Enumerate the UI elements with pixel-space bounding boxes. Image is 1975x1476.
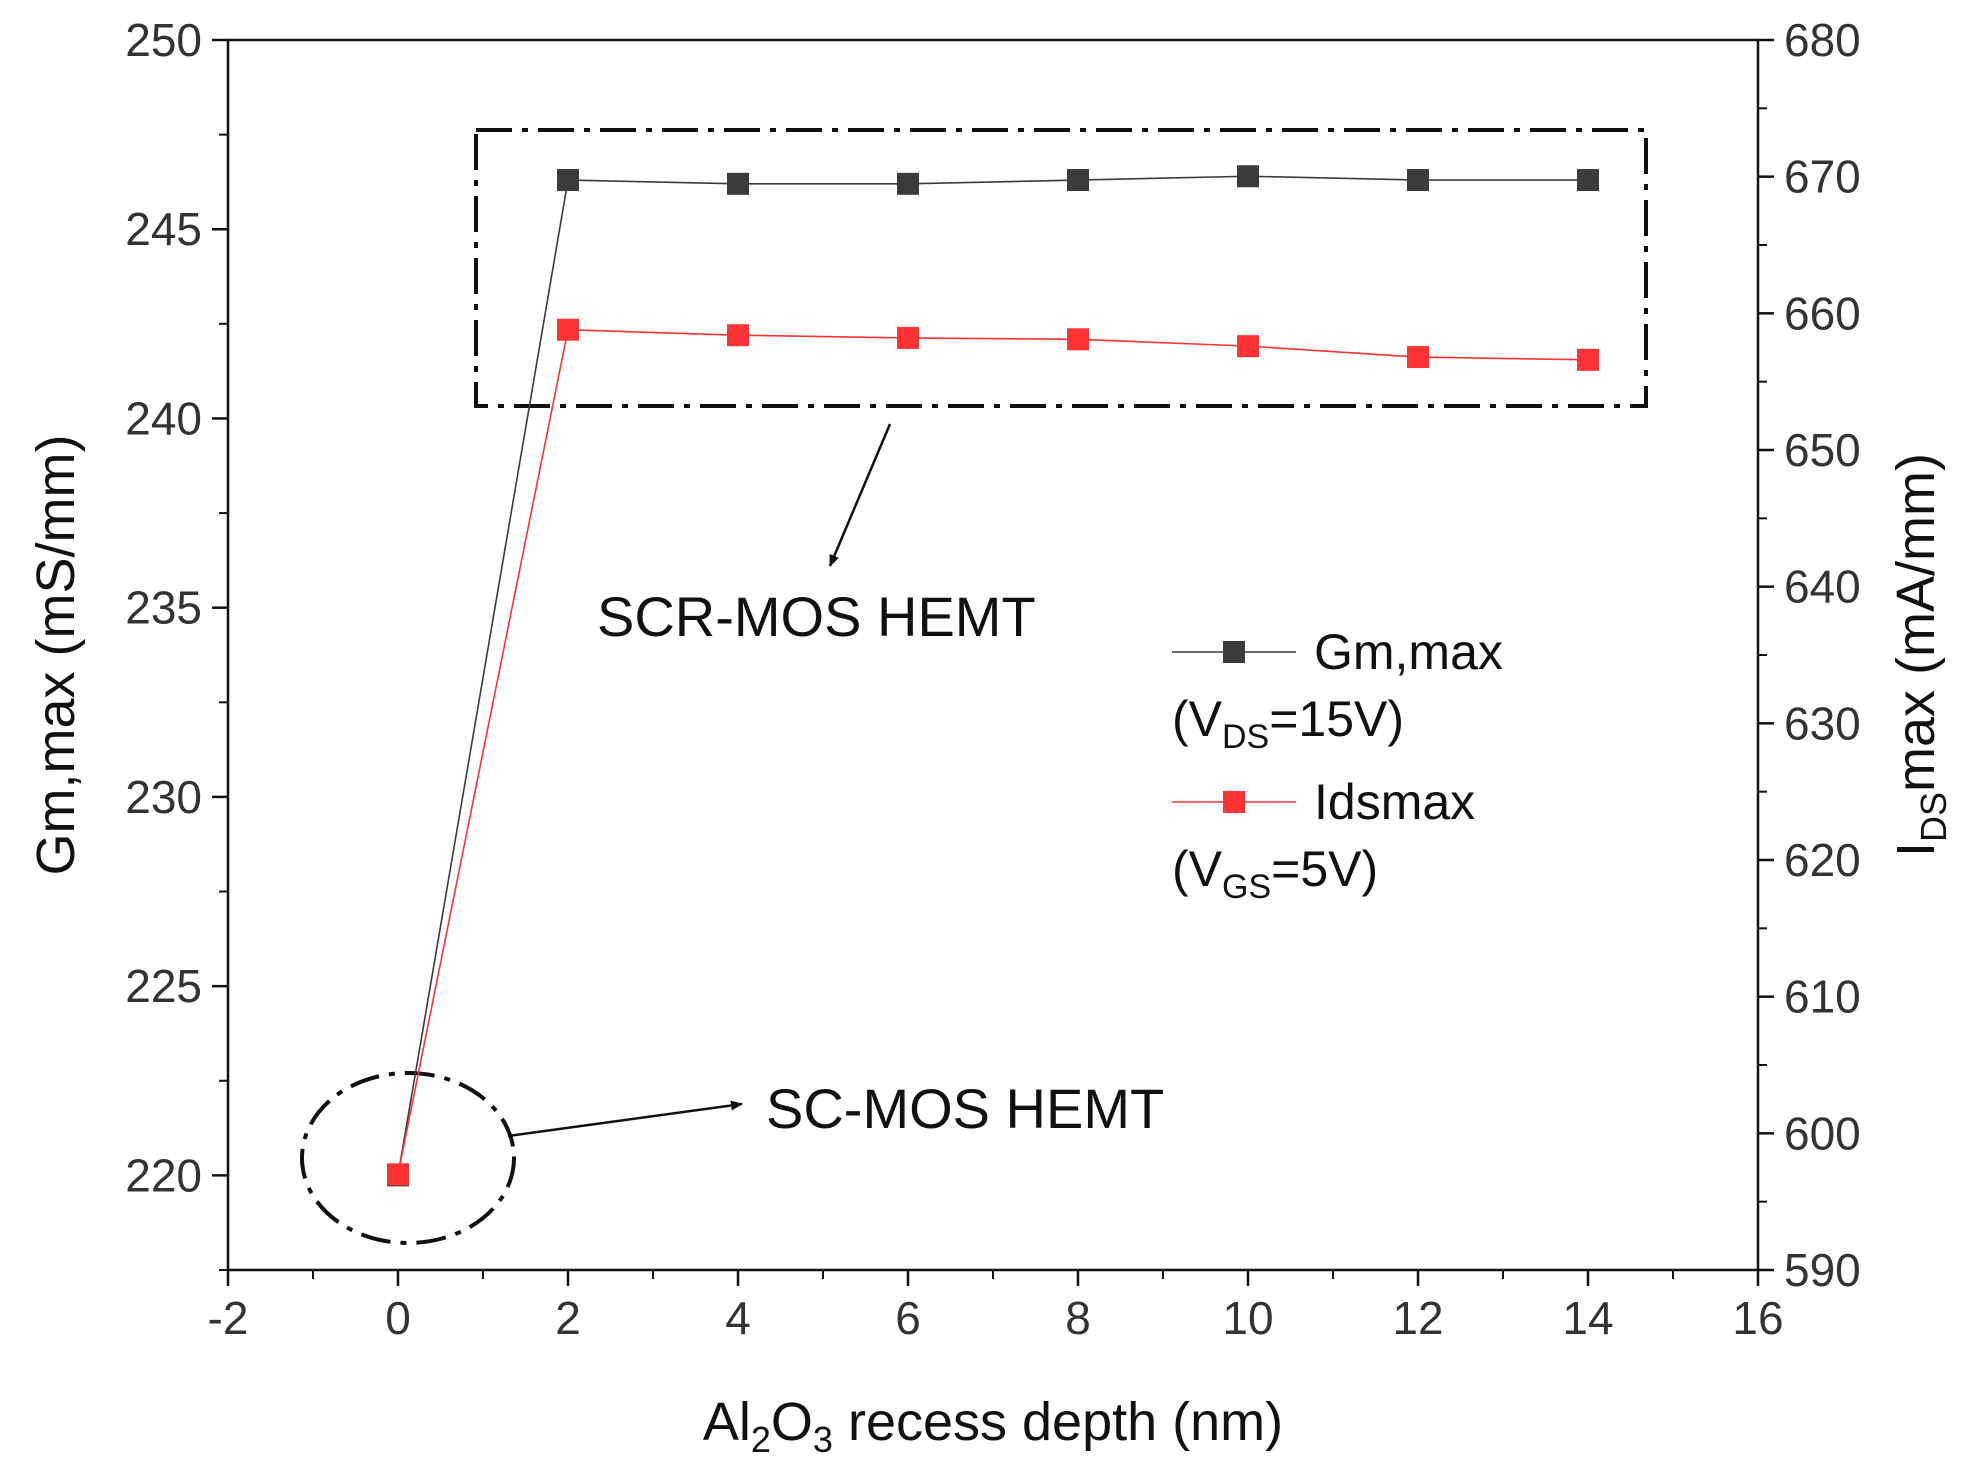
legend-series-name: Gm,max xyxy=(1314,624,1503,680)
left-y-tick-label: 250 xyxy=(125,14,202,66)
right-y-tick-label: 680 xyxy=(1784,14,1861,66)
left-y-axis: 220 225 230 235 240 245 250 xyxy=(125,14,228,1271)
data-point xyxy=(1577,348,1599,371)
right-y-tick-label: 660 xyxy=(1784,287,1861,339)
data-point xyxy=(557,318,579,341)
x-tick-label: -2 xyxy=(208,1292,249,1344)
legend-marker xyxy=(1223,641,1245,663)
x-tick-label: 16 xyxy=(1732,1292,1783,1344)
x-tick-label: 10 xyxy=(1222,1292,1273,1344)
right-y-tick-label: 630 xyxy=(1784,697,1861,749)
data-point xyxy=(557,169,579,192)
x-tick-label: 12 xyxy=(1392,1292,1443,1344)
data-point xyxy=(387,1163,409,1186)
scr-annotation-label: SCR-MOS HEMT xyxy=(597,585,1036,648)
left-y-tick-label: 225 xyxy=(125,960,202,1012)
x-tick-label: 8 xyxy=(1065,1292,1091,1344)
legend-marker xyxy=(1223,791,1245,813)
data-point xyxy=(727,324,749,347)
scr-annotation-arrow xyxy=(828,423,892,567)
x-axis-title: Al2O3 recess depth (nm) xyxy=(703,1392,1283,1460)
data-point xyxy=(1237,335,1259,358)
left-y-tick-label: 230 xyxy=(125,771,202,823)
right-y-axis-title: IDSmax (mA/mm) xyxy=(1886,453,1954,857)
right-y-tick-label: 640 xyxy=(1784,561,1861,613)
series-gm-max xyxy=(387,165,1599,1187)
data-point xyxy=(1407,346,1429,369)
right-y-axis: 590 600 610 620 630 640 650 660 670 680 xyxy=(1758,14,1861,1296)
right-y-tick-label: 590 xyxy=(1784,1244,1861,1296)
series-line xyxy=(397,328,1589,1175)
sc-annotation-label: SC-MOS HEMT xyxy=(766,1077,1164,1140)
data-point xyxy=(1067,169,1089,192)
data-point xyxy=(897,172,919,195)
right-y-tick-label: 650 xyxy=(1784,424,1861,476)
sc-annotation-ellipse xyxy=(300,1071,516,1245)
left-y-axis-title: Gm,max (mS/mm) xyxy=(26,435,86,876)
x-tick-label: 4 xyxy=(725,1292,751,1344)
scr-annotation-box xyxy=(474,128,1648,408)
data-point xyxy=(1577,169,1599,192)
left-y-tick-label: 245 xyxy=(125,203,202,255)
data-point xyxy=(727,172,749,195)
x-tick-label: 14 xyxy=(1562,1292,1613,1344)
x-tick-label: 6 xyxy=(895,1292,921,1344)
right-y-tick-label: 610 xyxy=(1784,971,1861,1023)
legend-series-name: Idsmax xyxy=(1314,774,1475,830)
left-y-tick-label: 235 xyxy=(125,582,202,634)
series-idsmax xyxy=(387,318,1599,1186)
x-tick-label: 2 xyxy=(555,1292,581,1344)
series-layer xyxy=(387,165,1599,1187)
data-point xyxy=(1237,165,1259,188)
legend-series-condition: (VDS=15V) xyxy=(1172,691,1404,756)
right-y-tick-label: 600 xyxy=(1784,1107,1861,1159)
data-point xyxy=(1067,328,1089,351)
series-line xyxy=(397,175,1588,1176)
legend-series-condition: (VGS=5V) xyxy=(1172,841,1378,906)
left-y-tick-label: 240 xyxy=(125,392,202,444)
right-y-tick-label: 670 xyxy=(1784,151,1861,203)
x-axis: -2 0 2 4 6 8 10 12 14 16 xyxy=(208,1270,1784,1344)
left-y-tick-label: 220 xyxy=(125,1149,202,1201)
x-tick-label: 0 xyxy=(385,1292,411,1344)
data-point xyxy=(897,326,919,349)
legend: Gm,max (VDS=15V) Idsmax (VGS=5V) xyxy=(1172,624,1503,906)
right-y-tick-label: 620 xyxy=(1784,834,1861,886)
data-point xyxy=(1407,169,1429,192)
sc-annotation-arrow xyxy=(507,1100,743,1138)
